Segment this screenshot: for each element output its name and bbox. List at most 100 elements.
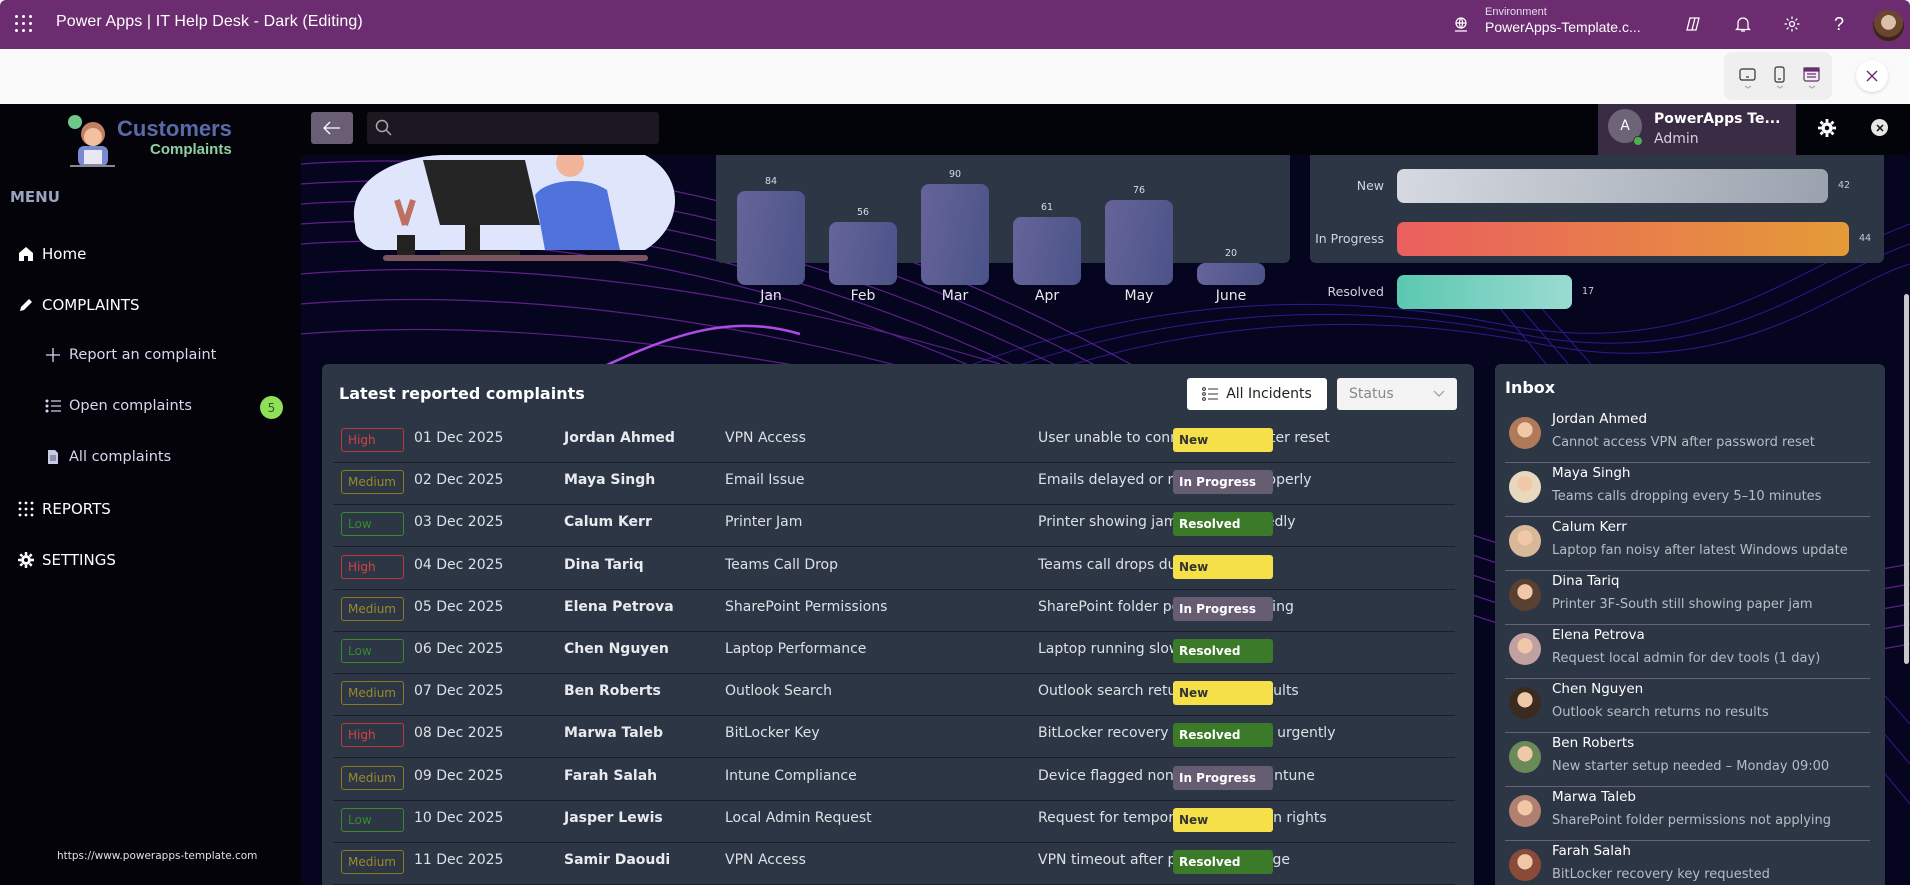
complainant-name: Elena Petrova <box>564 598 674 615</box>
bar-apr[interactable] <box>1013 217 1081 285</box>
sidebar-item-all-complaints[interactable]: All complaints <box>45 449 171 465</box>
status-dropdown[interactable]: Status <box>1337 378 1457 410</box>
complaint-date: 03 Dec 2025 <box>414 514 504 531</box>
bar-may[interactable] <box>1105 200 1173 285</box>
complainant-name: Chen Nguyen <box>564 641 669 657</box>
status-bar-new[interactable] <box>1397 169 1828 203</box>
inbox-message[interactable]: Ben Roberts New starter setup needed – M… <box>1505 733 1870 787</box>
complaint-category: VPN Access <box>725 852 806 868</box>
sender-avatar <box>1509 579 1541 611</box>
sidebar-item-label: SETTINGS <box>42 551 116 569</box>
message-preview: Teams calls dropping every 5–10 minutes <box>1552 489 1822 504</box>
inbox-message[interactable]: Jordan Ahmed Cannot access VPN after pas… <box>1505 409 1870 463</box>
sidebar-item-label: Home <box>42 245 87 263</box>
footer-url-link[interactable]: https://www.powerapps-template.com <box>57 850 258 862</box>
sender-name: Ben Roberts <box>1552 735 1635 751</box>
complaint-category: Outlook Search <box>725 683 833 700</box>
table-row[interactable]: Medium 09 Dec 2025 Farah Salah Intune Co… <box>333 759 1455 801</box>
table-row[interactable]: Low 06 Dec 2025 Chen Nguyen Laptop Perfo… <box>333 632 1455 674</box>
grid-icon <box>18 501 34 517</box>
bar-mar[interactable] <box>921 184 989 285</box>
latest-complaints-panel: Latest reported complaints All Incidents… <box>322 364 1474 885</box>
inbox-message[interactable]: Elena Petrova Request local admin for de… <box>1505 625 1870 679</box>
bar-june[interactable] <box>1197 263 1265 285</box>
inbox-message[interactable]: Maya Singh Teams calls dropping every 5–… <box>1505 463 1870 517</box>
sidebar-item-home[interactable]: Home <box>18 245 86 263</box>
table-row[interactable]: High 08 Dec 2025 Marwa Taleb BitLocker K… <box>333 716 1455 759</box>
bar-value: 20 <box>1224 248 1238 259</box>
complaint-date: 04 Dec 2025 <box>414 556 504 573</box>
bar-label: June <box>1215 288 1247 304</box>
close-app-button[interactable] <box>1871 119 1888 136</box>
status-label: Resolved <box>1327 284 1384 299</box>
sender-name: Dina Tariq <box>1552 573 1620 589</box>
complainant-name: Jordan Ahmed <box>564 430 675 446</box>
gear-icon[interactable] <box>1782 14 1802 34</box>
page-scrollbar[interactable] <box>1904 294 1909 664</box>
inbox-message[interactable]: Chen Nguyen Outlook search returns no re… <box>1505 679 1870 733</box>
bell-icon[interactable] <box>1733 14 1753 34</box>
priority-badge: Medium <box>341 850 404 874</box>
tablet-icon[interactable] <box>1739 66 1757 90</box>
online-status-icon <box>1633 136 1643 146</box>
all-incidents-label: All Incidents <box>1226 386 1312 402</box>
sidebar-item-report-complaint[interactable]: Report an complaint <box>45 347 216 363</box>
sidebar-item-complaints[interactable]: COMPLAINTS <box>18 296 140 314</box>
help-icon[interactable]: ? <box>1833 13 1844 34</box>
sidebar-item-open-complaints[interactable]: Open complaints <box>45 398 192 414</box>
status-dropdown-value: Status <box>1349 386 1394 402</box>
complainant-name: Jasper Lewis <box>564 809 663 826</box>
bar-label: Feb <box>850 288 876 304</box>
priority-badge: Medium <box>341 596 404 621</box>
sender-name: Maya Singh <box>1552 465 1631 481</box>
priority-badge: Low <box>341 639 404 663</box>
settings-gear-icon[interactable] <box>1818 119 1836 137</box>
profile-card[interactable]: A PowerApps Te... Admin <box>1598 104 1796 155</box>
back-button[interactable] <box>311 112 353 144</box>
table-row[interactable]: High 04 Dec 2025 Dina Tariq Teams Call D… <box>333 548 1455 590</box>
inbox-message[interactable]: Marwa Taleb SharePoint folder permission… <box>1505 787 1870 841</box>
inbox-message[interactable]: Dina Tariq Printer 3F-South still showin… <box>1505 571 1870 625</box>
message-preview: SharePoint folder permissions not applyi… <box>1552 813 1831 828</box>
table-row[interactable]: Medium 02 Dec 2025 Maya Singh Email Issu… <box>333 463 1455 506</box>
editor-subbar <box>0 49 1910 104</box>
inbox-title: Inbox <box>1505 378 1556 397</box>
status-label: New <box>1356 178 1384 193</box>
sidebar-item-settings[interactable]: SETTINGS <box>18 551 116 569</box>
bar-feb[interactable] <box>829 222 897 285</box>
bar-label: Apr <box>1034 288 1060 304</box>
home-icon <box>19 247 33 261</box>
close-preview-button[interactable] <box>1856 60 1888 92</box>
waffle-icon[interactable] <box>15 15 33 33</box>
user-avatar[interactable] <box>1873 10 1904 41</box>
phone-icon[interactable] <box>1771 66 1789 90</box>
complainant-name: Samir Daoudi <box>564 852 671 868</box>
plus-icon <box>46 348 60 362</box>
inbox-message[interactable]: Calum Kerr Laptop fan noisy after latest… <box>1505 517 1870 571</box>
table-row[interactable]: Low 10 Dec 2025 Jasper Lewis Local Admin… <box>333 801 1455 843</box>
status-bar-in-progress[interactable] <box>1397 222 1849 256</box>
sidebar-item-reports[interactable]: REPORTS <box>18 500 111 518</box>
all-incidents-button[interactable]: All Incidents <box>1187 378 1327 410</box>
table-row[interactable]: Medium 07 Dec 2025 Ben Roberts Outlook S… <box>333 674 1455 717</box>
table-row[interactable]: High 01 Dec 2025 Jordan Ahmed VPN Access… <box>333 421 1455 463</box>
sidebar: Customers Complaints MENU Home COMPLAINT… <box>0 104 301 885</box>
message-preview: Printer 3F-South still showing paper jam <box>1552 597 1813 612</box>
sender-name: Jordan Ahmed <box>1552 411 1648 427</box>
inbox-message[interactable]: Farah Salah BitLocker recovery key reque… <box>1505 841 1870 885</box>
sender-avatar <box>1509 741 1541 773</box>
priority-badge: High <box>341 723 404 748</box>
table-row[interactable]: Medium 11 Dec 2025 Samir Daoudi VPN Acce… <box>333 843 1455 885</box>
environment-picker[interactable]: Environment PowerApps-Template.c... <box>1485 6 1641 36</box>
copilot-icon[interactable] <box>1683 14 1703 34</box>
bar-jan[interactable] <box>737 191 805 285</box>
table-row[interactable]: Low 03 Dec 2025 Calum Kerr Printer Jam P… <box>333 505 1455 548</box>
bar-label: Jan <box>760 288 782 304</box>
logo-illustration <box>68 115 115 167</box>
search-input[interactable] <box>367 112 659 144</box>
status-bar-resolved[interactable] <box>1397 275 1572 309</box>
web-layout-icon[interactable] <box>1803 66 1821 90</box>
bar-value: 90 <box>948 169 962 180</box>
complaint-category: BitLocker Key <box>725 725 820 742</box>
table-row[interactable]: Medium 05 Dec 2025 Elena Petrova SharePo… <box>333 590 1455 632</box>
